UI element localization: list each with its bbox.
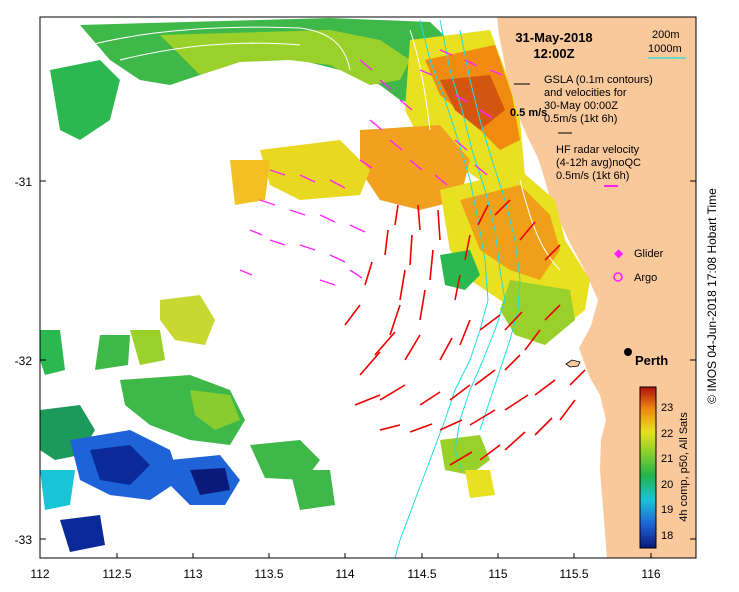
x-tick-label: 112.5 xyxy=(102,567,131,581)
perth-marker xyxy=(624,348,632,356)
y-tick-label: -31 xyxy=(15,175,33,189)
gsla-arrows xyxy=(239,49,503,286)
x-tick-label: 114 xyxy=(335,567,354,581)
bathymetry-contours xyxy=(394,19,521,558)
y-tick-label: -32 xyxy=(15,354,33,368)
hf-legend-line: HF radar velocity xyxy=(556,144,640,156)
y-axis-ticks xyxy=(40,180,696,540)
sst-patches xyxy=(40,18,590,552)
colorbar-tick: 19 xyxy=(661,504,673,516)
hf-radar-arrows xyxy=(344,199,586,466)
x-tick-label: 113 xyxy=(183,567,202,581)
colorbar-tick: 23 xyxy=(661,402,673,414)
gsla-legend-line: and velocities for xyxy=(544,87,627,99)
credit-text: © IMOS 04-Jun-2018 17:08 Hobart Time xyxy=(705,188,719,404)
x-tick-label: 113.5 xyxy=(254,567,283,581)
place-label: Perth xyxy=(635,353,668,368)
gsla-contours xyxy=(89,26,561,271)
colorbar-tick: 21 xyxy=(661,453,673,465)
x-tick-label: 116 xyxy=(641,567,660,581)
plot-frame xyxy=(39,16,697,559)
glider-marker-icon: ◆ xyxy=(614,246,624,260)
argo-marker-icon xyxy=(613,272,623,282)
x-tick-label: 112 xyxy=(30,567,49,581)
colorbar-tick: 20 xyxy=(661,479,673,491)
contour-1000-label: 1000m xyxy=(648,43,682,55)
gsla-legend-line: 0.5m/s (1kt 6h) xyxy=(544,113,617,125)
hf-legend-line: (4-12h avg)noQC xyxy=(556,157,641,169)
map-date: 31-May-2018 xyxy=(515,30,592,45)
gsla-legend-line: GSLA (0.1m contours) xyxy=(544,74,653,86)
x-tick-label: 115.5 xyxy=(559,567,588,581)
map-time: 12:00Z xyxy=(533,46,574,61)
x-tick-label: 114.5 xyxy=(407,567,436,581)
velocity-scale-label: 0.5 m/s xyxy=(510,107,547,119)
x-axis-ticks xyxy=(39,553,652,558)
island xyxy=(565,359,581,368)
gsla-legend-line: 30-May 00:00Z xyxy=(544,100,618,112)
colorbar-tick: 22 xyxy=(661,428,673,440)
colorbar xyxy=(639,386,657,549)
colorbar-label: 4h comp, p50, All Sats xyxy=(678,412,690,522)
argo-label: Argo xyxy=(634,272,657,284)
x-tick-label: 115 xyxy=(488,567,507,581)
hf-legend-line: 0.5m/s (1kt 6h) xyxy=(556,170,629,182)
contour-200-label: 200m xyxy=(652,29,680,41)
glider-label: Glider xyxy=(634,248,664,260)
colorbar-tick: 18 xyxy=(661,530,673,542)
y-tick-label: -33 xyxy=(15,533,33,547)
